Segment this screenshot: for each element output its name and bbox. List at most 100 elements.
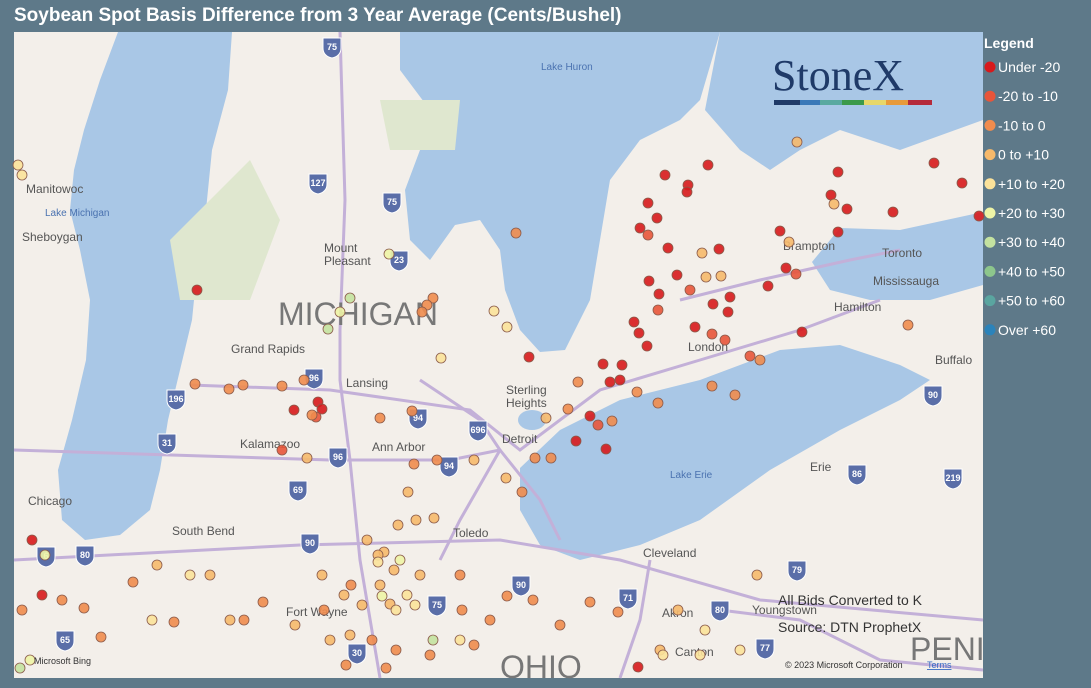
bid-dot: [316, 403, 328, 415]
bid-dot: [427, 634, 439, 646]
place-label: Manitowoc: [26, 182, 83, 196]
bid-dot: [394, 554, 406, 566]
bid-dot: [510, 227, 522, 239]
bid-dot: [671, 269, 683, 281]
bid-dot: [316, 569, 328, 581]
bid-dot: [828, 198, 840, 210]
bid-dot: [16, 169, 28, 181]
route-number: 80: [80, 550, 90, 560]
place-label: Lake Michigan: [45, 208, 109, 219]
route-number: 90: [516, 580, 526, 590]
bid-dot: [600, 443, 612, 455]
shield-shape: [787, 560, 807, 582]
bid-dot: [570, 435, 582, 447]
route-shield: 90: [511, 575, 531, 597]
bid-dot: [454, 634, 466, 646]
place-label: Buffalo: [935, 353, 972, 367]
bid-dot: [224, 614, 236, 626]
bid-dot: [392, 519, 404, 531]
legend-label: Under -20: [998, 59, 1060, 75]
logo-text: StoneX: [772, 51, 904, 100]
route-shield: 65: [55, 630, 75, 652]
bid-dot: [592, 419, 604, 431]
bid-dot: [529, 452, 541, 464]
bid-dot: [184, 569, 196, 581]
bid-dot: [584, 596, 596, 608]
bid-dot: [700, 271, 712, 283]
place-label: Brampton: [783, 239, 835, 253]
bid-dot: [604, 376, 616, 388]
bid-dot: [706, 328, 718, 340]
bid-dot: [454, 569, 466, 581]
bid-dot: [500, 472, 512, 484]
shield-shape: [389, 250, 409, 272]
bid-dot: [713, 243, 725, 255]
bid-dot: [376, 590, 388, 602]
shield-shape: [847, 464, 867, 486]
bid-dot: [409, 599, 421, 611]
bid-dot: [276, 444, 288, 456]
bid-dot: [597, 358, 609, 370]
route-shield: 75: [382, 192, 402, 214]
bid-dot: [374, 412, 386, 424]
bid-dot: [468, 454, 480, 466]
shield-shape: [308, 173, 328, 195]
bid-dot: [719, 334, 731, 346]
bid-dot: [662, 242, 674, 254]
legend-label: 0 to +10: [998, 147, 1049, 163]
bid-dot: [380, 662, 392, 674]
bid-dot: [56, 594, 68, 606]
bid-dot: [456, 604, 468, 616]
bid-dot: [973, 210, 985, 222]
bid-dot: [832, 226, 844, 238]
bid-dot: [410, 514, 422, 526]
route-number: 90: [305, 538, 315, 548]
bid-dot: [501, 321, 513, 333]
bid-dot: [616, 359, 628, 371]
bid-dot: [401, 589, 413, 601]
route-shield: 127: [308, 173, 328, 195]
route-shield: 71: [618, 588, 638, 610]
bid-dot: [612, 606, 624, 618]
bid-dot: [694, 649, 706, 661]
legend-label: +10 to +20: [998, 176, 1065, 192]
bid-dot: [780, 262, 792, 274]
legend-swatch: [984, 265, 996, 277]
route-shield: 94: [439, 456, 459, 478]
legend-label: -10 to 0: [998, 117, 1046, 133]
bid-dot: [191, 284, 203, 296]
shield-shape: [322, 37, 342, 59]
bid-dot: [435, 352, 447, 364]
bid-dot: [681, 186, 693, 198]
bid-dot: [431, 454, 443, 466]
bid-dot: [825, 189, 837, 201]
bid-dot: [16, 604, 28, 616]
bid-dot: [641, 340, 653, 352]
shield-shape: [166, 389, 186, 411]
route-number: 96: [333, 452, 343, 462]
bid-dot: [584, 410, 596, 422]
bid-dot: [95, 631, 107, 643]
place-label: Sheboygan: [22, 230, 83, 244]
route-shield: 696: [468, 420, 488, 442]
terms-link[interactable]: Terms: [927, 660, 952, 670]
bid-dot: [257, 596, 269, 608]
route-number: 96: [309, 373, 319, 383]
legend-swatch: [984, 90, 996, 102]
bid-dot: [189, 378, 201, 390]
route-number: 71: [623, 593, 633, 603]
bid-dot: [383, 248, 395, 260]
bid-dot: [523, 351, 535, 363]
shield-shape: [618, 588, 638, 610]
place-label: London: [688, 340, 728, 354]
bid-dot: [659, 169, 671, 181]
shield-shape: [943, 468, 963, 490]
route-number: 77: [760, 643, 770, 653]
route-shield: 23: [389, 250, 409, 272]
bid-dot: [696, 247, 708, 259]
shield-shape: [710, 600, 730, 622]
place-label: PENI: [910, 631, 985, 667]
bid-dot: [301, 452, 313, 464]
bid-dot: [832, 166, 844, 178]
place-label: Canton: [675, 645, 714, 659]
